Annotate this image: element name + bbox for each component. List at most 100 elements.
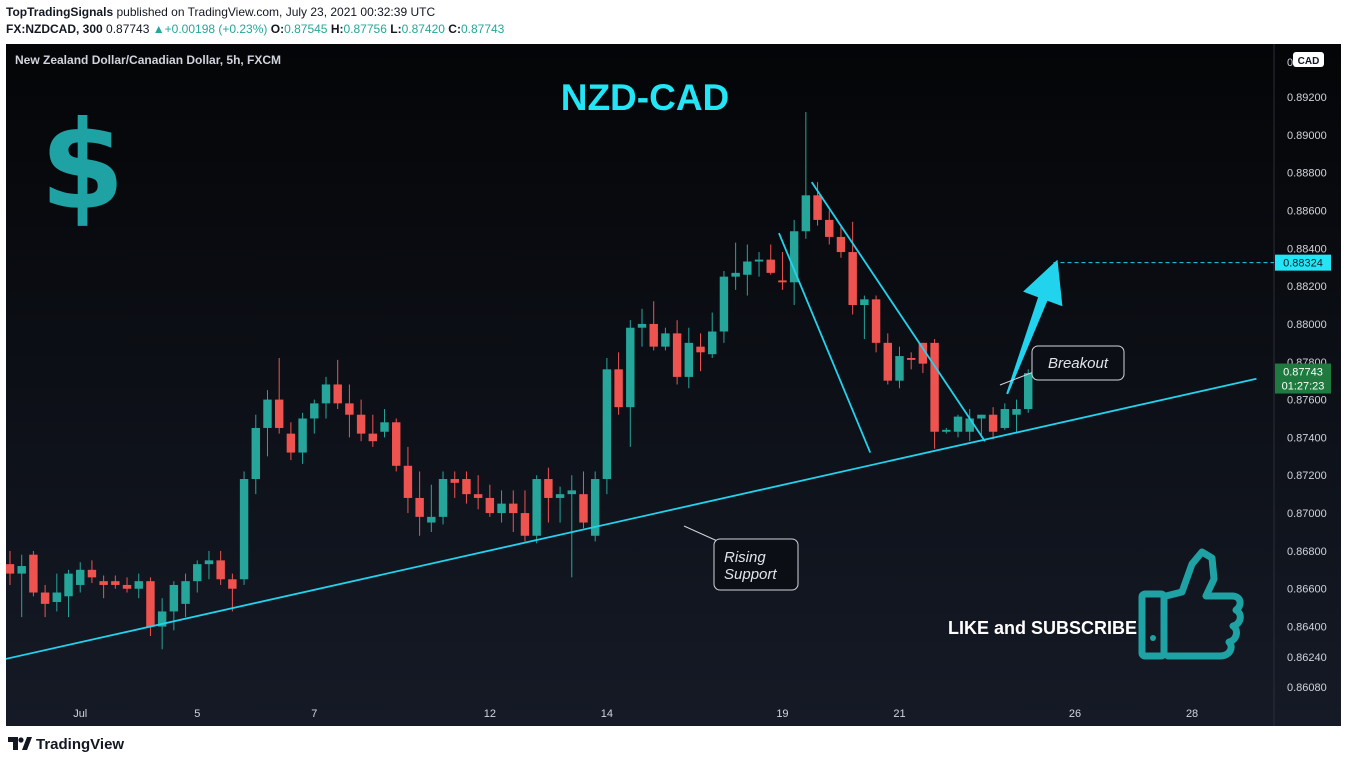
candle-body <box>415 497 424 517</box>
candle-body <box>942 429 951 432</box>
candle <box>754 252 764 277</box>
candle-body <box>520 513 530 536</box>
candle <box>544 467 553 523</box>
breakout-text: Breakout <box>1048 355 1109 372</box>
time-tick-label: 26 <box>1069 708 1081 720</box>
candle <box>743 244 752 296</box>
candle <box>6 550 15 585</box>
candle-body <box>286 433 296 453</box>
candle-body <box>789 231 799 283</box>
ohlc-high-value: 0.87756 <box>343 22 387 36</box>
chart-area[interactable]: 0.86080 0.86240 0.86400 0.86600 0.86800 0.870… <box>6 44 1341 726</box>
candle-body <box>310 403 319 419</box>
candle-body <box>1000 409 1010 428</box>
tradingview-logo-icon[interactable] <box>8 737 32 751</box>
candle-body <box>883 342 892 381</box>
candle-body <box>906 357 916 360</box>
symbol-interval: FX:NZDCAD, 300 <box>6 22 103 36</box>
time-tick-label: 28 <box>1186 708 1198 720</box>
candle-body <box>40 592 50 604</box>
time-tick-label: 7 <box>311 708 317 720</box>
candle <box>310 399 319 434</box>
candle <box>64 569 73 618</box>
candle-body <box>157 611 167 627</box>
candle <box>485 484 495 517</box>
chart-background <box>6 44 1341 726</box>
candle <box>942 427 951 434</box>
candle <box>860 295 869 340</box>
candle <box>99 575 108 599</box>
price-tick-label: 0.88200 <box>1287 281 1327 293</box>
instrument-title: New Zealand Dollar/Canadian Dollar, 5h, … <box>15 53 281 67</box>
thumbs-up-icon[interactable] <box>1138 548 1244 660</box>
candle <box>789 219 799 306</box>
candle-body <box>754 259 764 262</box>
candle-body <box>321 384 331 404</box>
candle <box>871 295 881 353</box>
candle-body <box>380 422 389 432</box>
candle-body <box>169 584 179 612</box>
candle <box>579 471 588 529</box>
tradingview-brand[interactable]: TradingView <box>36 735 125 753</box>
candle-body <box>1024 373 1033 410</box>
like-subscribe-text[interactable]: LIKE and SUBSCRIBE <box>948 618 1137 638</box>
footer: TradingView <box>8 734 124 754</box>
price-tick-label: 0.88000 <box>1287 319 1327 331</box>
publisher-name[interactable]: TopTradingSignals <box>6 5 114 19</box>
dollar-icon: $ <box>40 95 125 237</box>
candle <box>567 475 576 578</box>
candle-body <box>87 569 97 578</box>
price-tick-label: 0.88400 <box>1287 243 1327 255</box>
candle <box>380 409 389 438</box>
time-axis[interactable]: Jul 5 7 12 14 19 21 26 28 <box>73 708 1198 720</box>
price-tick-label: 0.86240 <box>1287 652 1327 664</box>
candle-body <box>684 342 694 377</box>
candle <box>29 550 38 597</box>
candle-body <box>743 261 752 275</box>
candle-body <box>263 399 272 428</box>
candle-body <box>719 276 729 332</box>
candle <box>965 409 974 442</box>
candle-body <box>462 479 471 495</box>
price-tick-label: 0.87600 <box>1287 395 1327 407</box>
candle <box>497 490 506 523</box>
candle <box>977 414 986 438</box>
candle-body <box>579 494 588 523</box>
price-tick-label: 0.86800 <box>1287 546 1327 558</box>
candle <box>403 446 413 514</box>
candle-body <box>871 299 881 343</box>
candle <box>228 573 237 612</box>
candle-body <box>637 323 647 328</box>
candle-body <box>76 569 85 585</box>
candle-body <box>485 497 495 514</box>
last-price: 0.87743 <box>106 22 150 36</box>
candle-body <box>509 503 518 514</box>
candle <box>1000 403 1010 430</box>
candle-body <box>895 356 904 381</box>
price-tick-label: 0.86080 <box>1287 682 1327 694</box>
candle <box>602 357 612 495</box>
currency-badge[interactable]: CAD <box>1298 56 1320 67</box>
currency-badge-bg[interactable] <box>1293 52 1324 67</box>
candle-body <box>661 333 670 347</box>
candle-body <box>204 560 214 565</box>
candle-body <box>544 479 553 498</box>
candle-body <box>649 323 658 347</box>
time-tick-label: 12 <box>484 708 496 720</box>
candle-body <box>134 581 143 589</box>
price-tick-label: 0.87200 <box>1287 470 1327 482</box>
thumbs-up-cuff-dots <box>1150 635 1156 641</box>
overlay-title: NZD-CAD <box>561 77 730 118</box>
candle <box>614 352 623 415</box>
price-axis[interactable]: 0.86080 0.86240 0.86400 0.86600 0.86800 0.870… <box>1287 92 1327 694</box>
time-tick-label: 19 <box>776 708 788 720</box>
top-price-label: 0. <box>1287 57 1296 69</box>
candle <box>204 550 214 580</box>
candle-body <box>216 560 225 580</box>
candle-body <box>672 333 682 377</box>
candle <box>836 225 846 258</box>
candle-body <box>181 581 190 604</box>
ohlc-high-label: H: <box>330 22 344 36</box>
candle-body <box>965 418 974 432</box>
price-tick-label: 0.86600 <box>1287 584 1327 596</box>
